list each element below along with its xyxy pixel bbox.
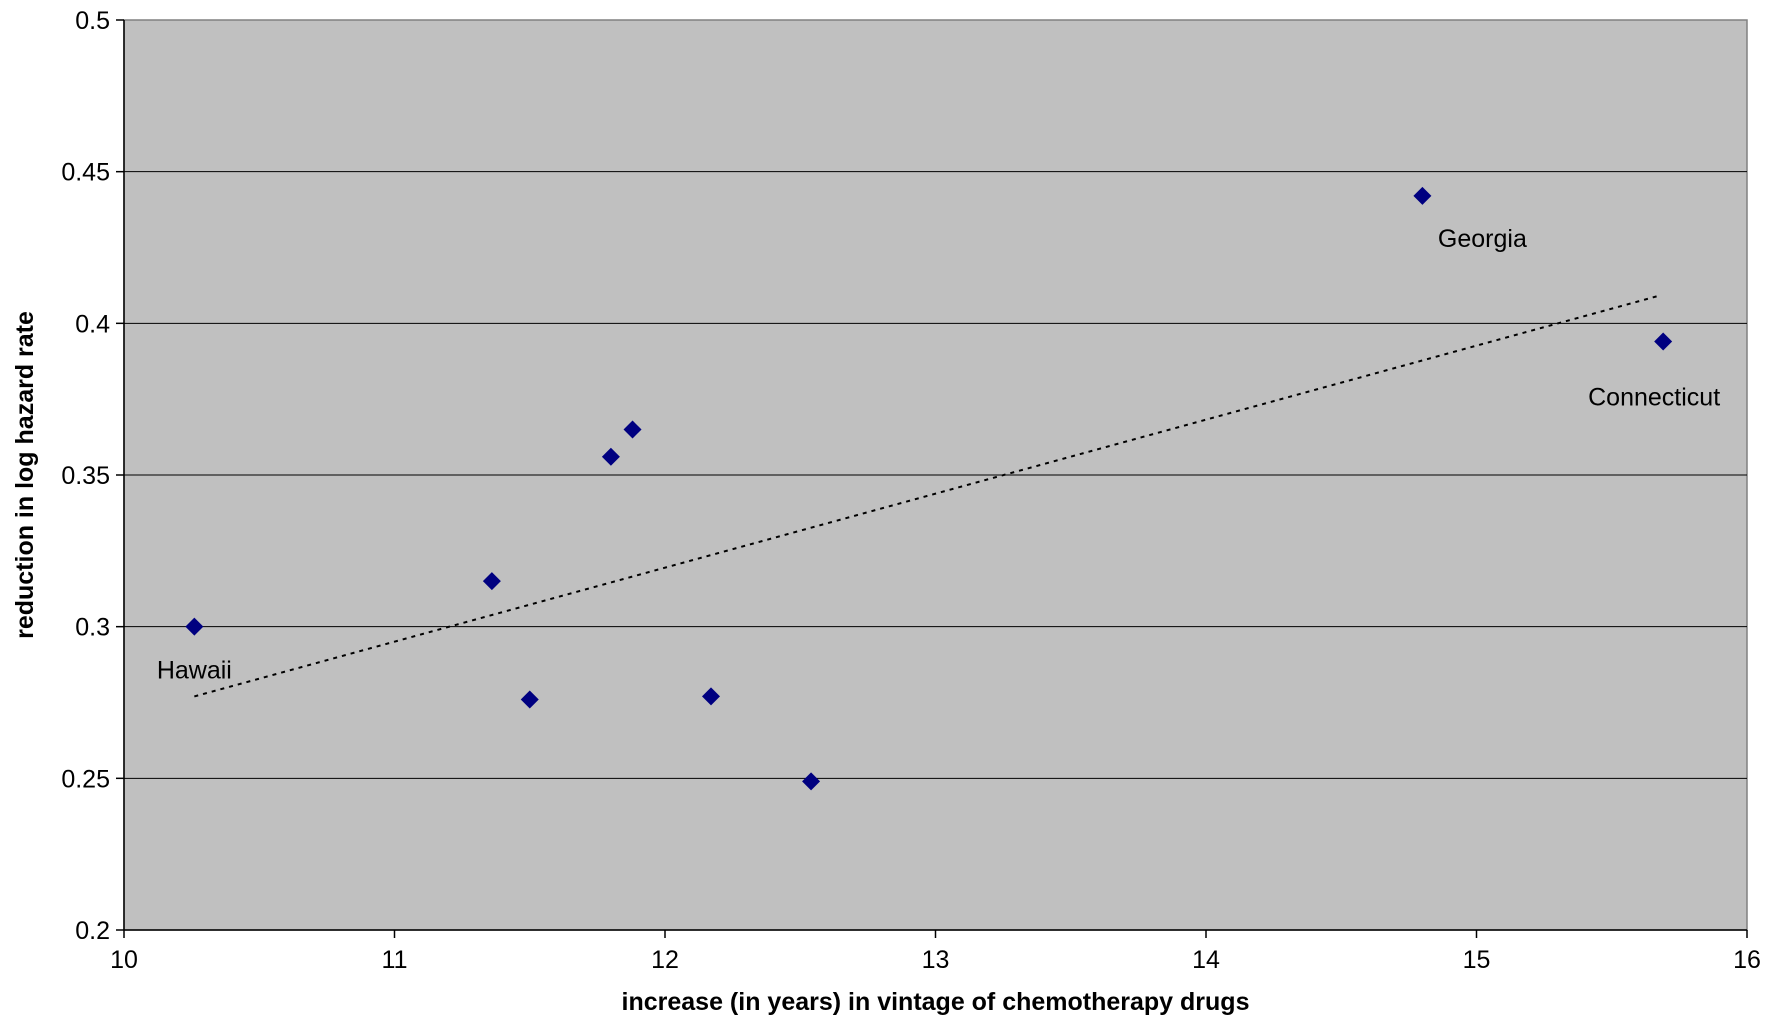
y-tick-label: 0.5: [75, 7, 110, 35]
data-points: [185, 186, 1673, 791]
data-point: [1413, 186, 1432, 205]
x-axis-title: increase (in years) in vintage of chemot…: [622, 988, 1250, 1016]
x-tick-label: 16: [1733, 946, 1761, 974]
data-point: [601, 447, 620, 466]
y-tick-label: 0.3: [75, 614, 110, 642]
trendline: [194, 295, 1658, 698]
data-point: [802, 772, 821, 791]
gridlines: [124, 171, 1747, 779]
data-point: [482, 572, 501, 591]
x-tick-label: 15: [1463, 946, 1491, 974]
x-tick-label: 12: [651, 946, 679, 974]
point-label: Georgia: [1438, 225, 1527, 253]
point-labels: Hawaii Georgia Connecticut: [157, 225, 1720, 685]
x-tick-label: 10: [110, 946, 138, 974]
y-tick-label: 0.45: [61, 159, 110, 187]
y-tick-label: 0.4: [75, 310, 110, 338]
data-point: [520, 690, 539, 709]
data-point: [623, 420, 642, 439]
y-axis-title: reduction in log hazard rate: [11, 311, 39, 639]
axes: 0.2 0.25 0.3 0.35 0.4 0.45 0.5 10 11 12 13 14 15 16: [61, 7, 1761, 974]
y-tick-label: 0.35: [61, 462, 110, 490]
x-tick-label: 13: [922, 946, 950, 974]
x-tick-label: 14: [1192, 946, 1220, 974]
point-label: Hawaii: [157, 657, 232, 685]
data-point: [185, 617, 204, 636]
x-tick-label: 11: [382, 946, 408, 974]
data-point: [701, 687, 720, 706]
y-tick-label: 0.2: [75, 917, 110, 945]
point-label: Connecticut: [1588, 384, 1720, 412]
trendline-layer: [194, 295, 1658, 698]
data-point: [1654, 332, 1673, 351]
y-tick-label: 0.25: [61, 765, 110, 793]
